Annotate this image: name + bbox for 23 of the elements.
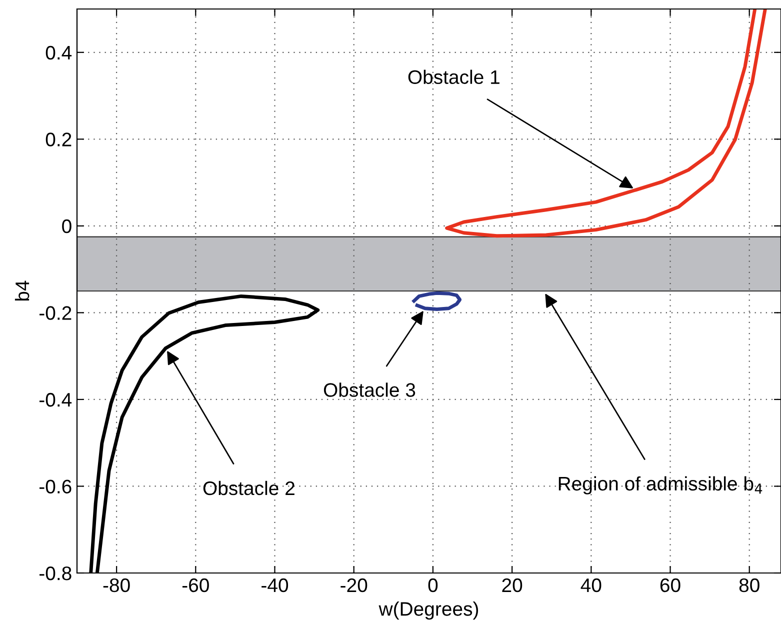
x-tick-label: 60 bbox=[660, 578, 680, 592]
annotation: Obstacle 1 bbox=[408, 70, 500, 84]
y-tick-label: 0.2 bbox=[46, 132, 72, 146]
x-tick-label: -20 bbox=[340, 578, 368, 592]
x-tick-label: 20 bbox=[502, 578, 522, 592]
y-tick-label: -0.6 bbox=[40, 480, 72, 494]
annotation: Obstacle 3 bbox=[324, 382, 416, 397]
x-tick-label: 80 bbox=[739, 578, 760, 592]
y-tick-label: -0.8 bbox=[40, 566, 72, 580]
y-tick-label: 0.4 bbox=[46, 46, 72, 60]
y-tick-label: -0.4 bbox=[40, 392, 72, 407]
x-tick-label: 0 bbox=[428, 578, 438, 592]
annotation: Region of admissible b$_{4}$ bbox=[558, 476, 762, 494]
x-tick-label: -40 bbox=[262, 578, 288, 592]
x-axis-title: w(Degrees) bbox=[378, 602, 478, 620]
y-tick-label: 0 bbox=[62, 219, 72, 234]
x-tick-label: -60 bbox=[182, 578, 209, 592]
x-tick-label: 40 bbox=[580, 578, 602, 592]
line-series bbox=[412, 291, 462, 311]
annotation: Obstacle 2 bbox=[203, 480, 294, 496]
y-axis-title: b4 bbox=[14, 280, 30, 301]
x-tick-label: -80 bbox=[103, 578, 130, 592]
y-tick-label: -0.2 bbox=[40, 306, 72, 320]
